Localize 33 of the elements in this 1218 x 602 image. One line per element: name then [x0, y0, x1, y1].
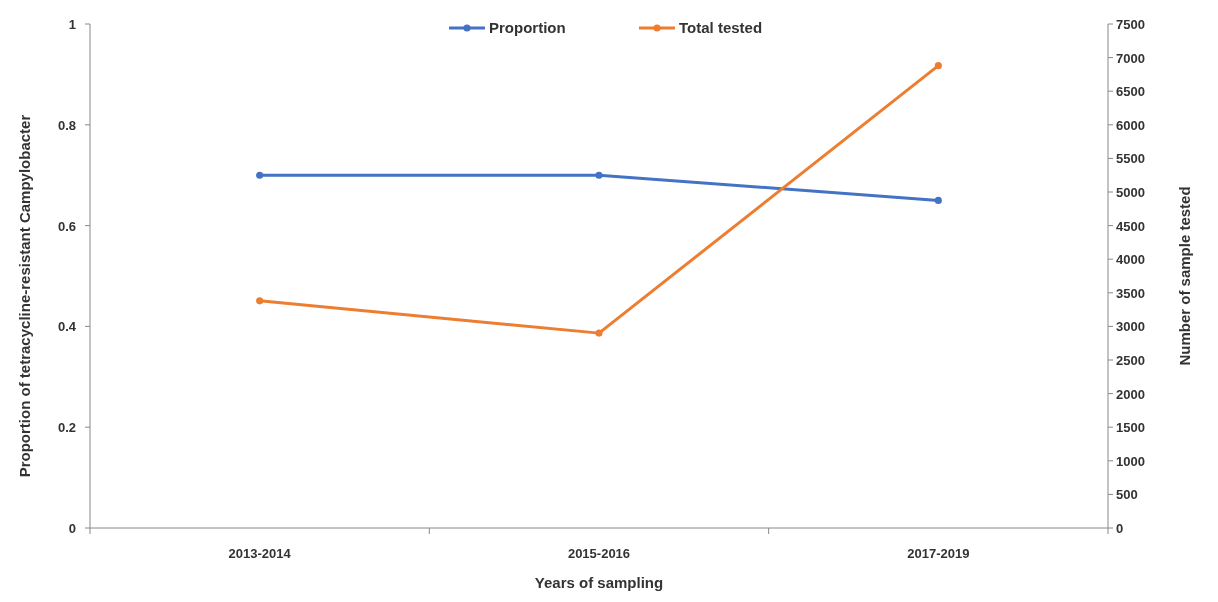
point	[595, 329, 603, 337]
y2-tick-label: 3000	[1116, 319, 1145, 335]
x-axis-title: Years of sampling	[534, 574, 664, 591]
y2-tick-label: 7000	[1116, 50, 1145, 66]
y2-tick-label: 1500	[1116, 420, 1145, 436]
x-tick-label: 2015-2016	[567, 546, 631, 561]
y2-tick-label: 5000	[1116, 185, 1145, 200]
y2-tick-label: 6500	[1116, 84, 1145, 100]
y2-tick-label: 3500	[1116, 285, 1145, 301]
y-tick-label: 0.6	[57, 218, 76, 234]
y2-tick-label: 500	[1116, 487, 1138, 503]
y2-tick-label: 2000	[1116, 386, 1145, 402]
y2-tick-label: 4000	[1116, 252, 1145, 268]
y2-tick-label: 2500	[1116, 353, 1145, 368]
x-tick-label: 2013-2014	[228, 546, 292, 561]
legend-label: Proportion	[489, 19, 566, 36]
point	[256, 297, 264, 305]
y-axis-title: Proportion of tetracycline-resistant Campylobacter	[16, 114, 33, 478]
y-tick-label: 0.8	[57, 117, 76, 133]
y2-tick-label: 6000	[1116, 117, 1145, 133]
legend-label: Total tested	[679, 19, 763, 36]
y-tick-label: 1	[68, 17, 76, 32]
point	[934, 62, 942, 70]
y2-axis-title: Number of sample tested	[1176, 186, 1193, 366]
y-tick-label: 0	[68, 521, 76, 536]
y2-tick-label: 0	[1116, 521, 1124, 536]
y2-tick-label: 7500	[1116, 17, 1145, 32]
y2-tick-label: 1000	[1116, 453, 1145, 469]
x-tick-label: 2017-2019	[907, 546, 970, 561]
y-tick-label: 0.4	[57, 319, 77, 335]
y2-tick-label: 4500	[1116, 218, 1145, 234]
y2-tick-label: 5500	[1116, 151, 1145, 167]
y-tick-label: 0.2	[57, 420, 76, 436]
